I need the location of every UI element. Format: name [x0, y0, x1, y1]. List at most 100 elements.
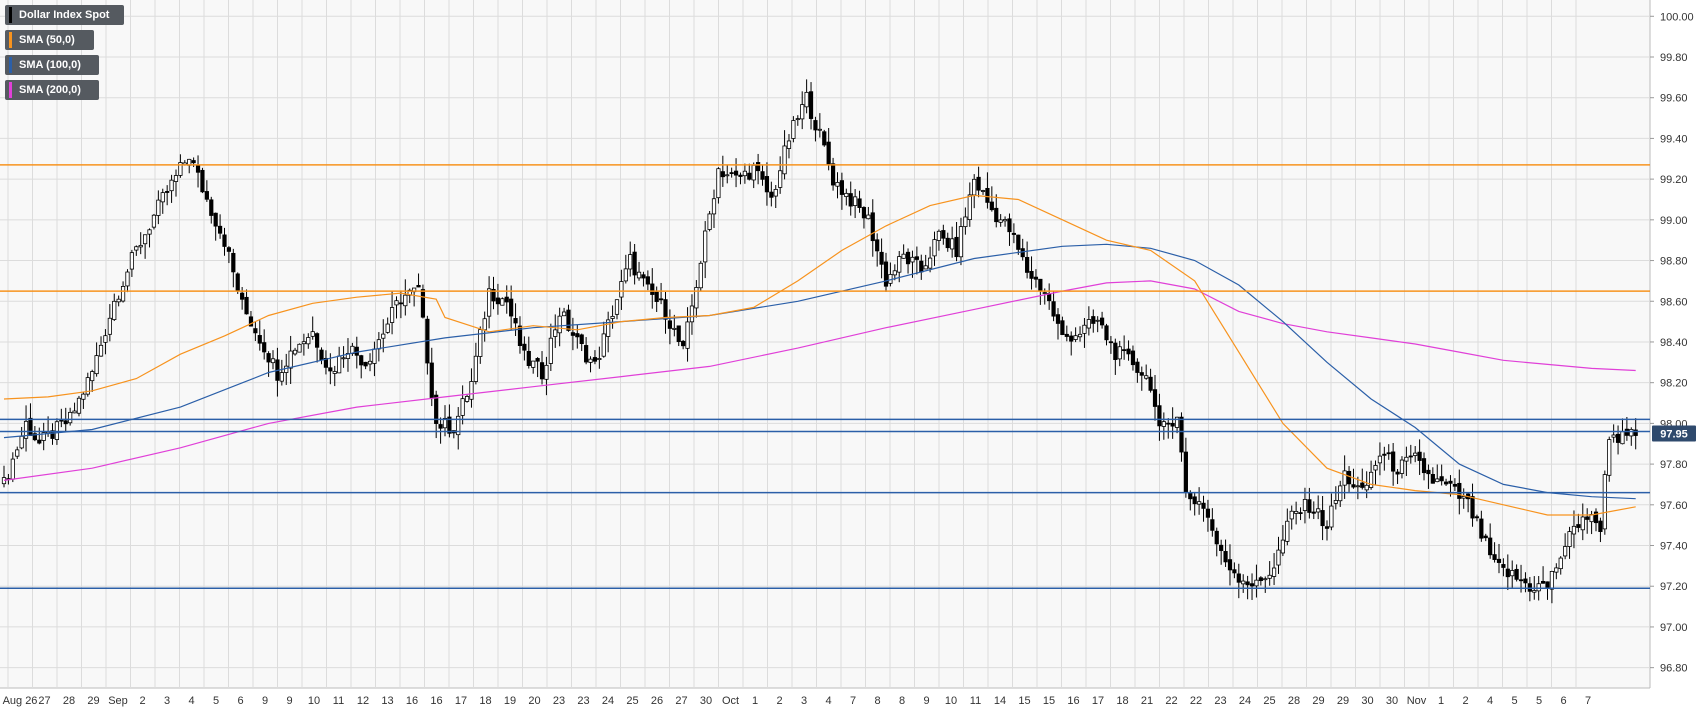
candle	[610, 305, 615, 329]
candle-body	[10, 458, 15, 480]
candle	[460, 385, 465, 425]
candle-body	[1474, 516, 1480, 519]
candle	[491, 276, 496, 310]
candle-body	[486, 288, 492, 317]
candle	[932, 231, 937, 266]
candle	[1227, 544, 1233, 586]
candle-body	[936, 230, 942, 241]
candle	[941, 224, 946, 245]
x-tick-label: 22	[1165, 695, 1177, 707]
candle-body	[905, 251, 911, 265]
candle	[1479, 510, 1484, 542]
candle-body	[1399, 459, 1405, 474]
candle-body	[1135, 361, 1140, 373]
y-tick-label: 99.00	[1660, 215, 1688, 227]
candle	[120, 281, 126, 303]
candle	[1382, 446, 1387, 471]
candle-body	[41, 432, 46, 441]
candle-body	[676, 325, 681, 343]
candle-body	[998, 219, 1003, 223]
candle	[1104, 323, 1109, 346]
candle-body	[332, 371, 337, 374]
candle-body	[367, 360, 373, 365]
candle	[1510, 560, 1515, 588]
candle-body	[125, 271, 130, 287]
candle	[1488, 523, 1493, 559]
candle	[1086, 306, 1091, 336]
x-tick-label: 24	[1239, 695, 1251, 707]
legend-swatch-icon	[9, 32, 12, 48]
candle	[90, 369, 95, 392]
candle	[1298, 507, 1303, 521]
legend-item-sma200[interactable]: SMA (200,0)	[5, 80, 99, 100]
candle-body	[76, 397, 82, 414]
candle-body	[1483, 535, 1488, 539]
candle-body	[760, 171, 765, 180]
candle	[1316, 495, 1321, 520]
candle-body	[151, 214, 157, 228]
candle-body	[81, 393, 86, 400]
candle	[835, 172, 840, 199]
candle	[694, 280, 699, 318]
candle	[1395, 469, 1400, 485]
legend-item-dollar-index[interactable]: Dollar Index Spot	[5, 5, 124, 25]
candle	[928, 246, 933, 273]
candle	[623, 254, 628, 284]
candle-body	[337, 355, 342, 374]
candle	[1320, 496, 1325, 541]
candle-body	[857, 198, 862, 208]
candle-body	[826, 141, 831, 165]
candle-body	[1470, 496, 1475, 519]
candle-body	[354, 346, 359, 356]
candle	[650, 268, 655, 309]
candle	[1399, 456, 1405, 479]
candle	[1051, 291, 1056, 322]
candle-body	[500, 298, 505, 306]
legend-swatch-icon	[9, 7, 12, 23]
candle	[456, 407, 461, 450]
x-tick-label: 16	[430, 695, 442, 707]
candle-body	[394, 300, 399, 306]
candle-body	[1011, 232, 1016, 235]
candle-body	[323, 357, 329, 368]
candle	[15, 446, 20, 459]
legend-item-sma100[interactable]: SMA (100,0)	[5, 55, 99, 75]
candle-body	[37, 439, 42, 444]
candle	[553, 314, 558, 348]
candle	[1567, 526, 1572, 559]
candle	[1025, 241, 1030, 279]
candle-body	[1285, 520, 1290, 542]
candle	[359, 354, 364, 379]
candle-body	[389, 307, 395, 323]
candle-body	[584, 345, 589, 363]
candle-body	[1505, 568, 1510, 578]
candle-body	[742, 170, 747, 177]
candle-body	[738, 174, 743, 177]
candle-body	[1289, 510, 1294, 520]
candle-body	[866, 214, 871, 220]
candle-body	[19, 435, 24, 449]
candle	[222, 227, 227, 256]
candle	[1060, 316, 1065, 336]
candle-body	[1091, 316, 1096, 324]
candle-body	[248, 316, 254, 327]
candle	[985, 172, 990, 209]
candle-body	[1025, 256, 1030, 273]
candle	[1113, 338, 1118, 375]
candle	[72, 402, 77, 414]
candle	[557, 307, 562, 347]
candle-body	[376, 339, 381, 350]
candle-body	[1571, 525, 1577, 535]
candle-body	[398, 302, 404, 305]
candle	[747, 163, 752, 181]
candle	[1598, 517, 1603, 543]
candle-body	[1227, 559, 1233, 571]
candle-body	[1435, 478, 1440, 483]
candle-body	[976, 176, 981, 191]
candle-body	[1536, 583, 1541, 592]
candle	[522, 336, 527, 361]
legend-item-sma50[interactable]: SMA (50,0)	[5, 30, 94, 50]
candle-body	[1095, 319, 1100, 322]
candle-body	[1457, 482, 1462, 499]
